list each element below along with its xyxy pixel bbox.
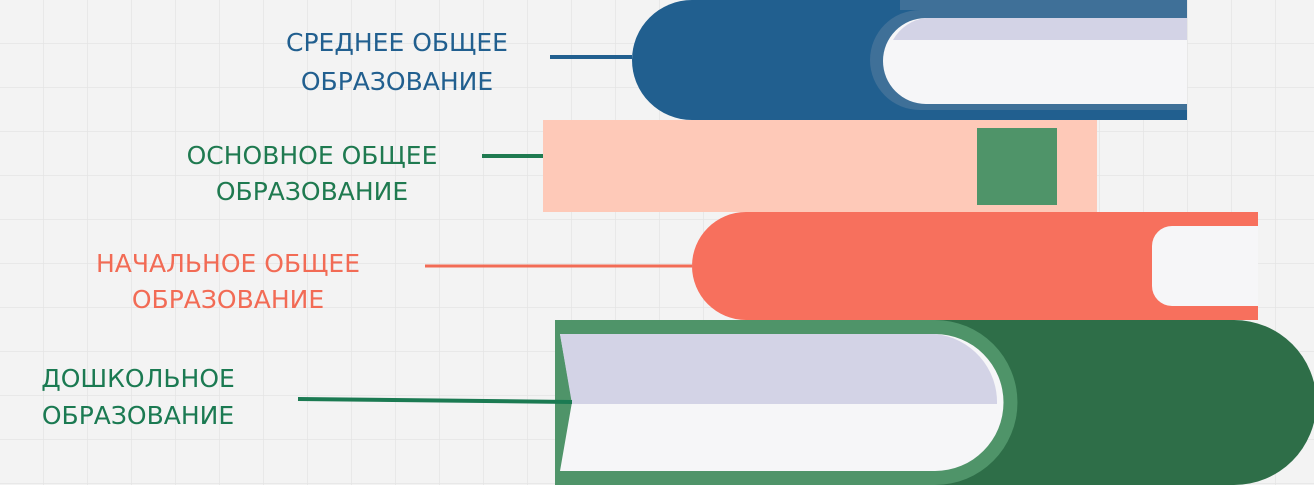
label-line: ОБРАЗОВАНИЕ — [132, 285, 324, 314]
label-line: ОСНОВНОЕ ОБЩЕЕ — [187, 141, 438, 170]
label-line: ОБРАЗОВАНИЕ — [216, 177, 408, 206]
label-line: ОБРАЗОВАНИЕ — [42, 401, 234, 430]
label-line: НАЧАЛЬНОЕ ОБЩЕЕ — [96, 249, 360, 278]
page: СРЕДНЕЕ ОБЩЕЕ ОБРАЗОВАНИЕ ОСНОВНОЕ ОБЩЕЕ… — [0, 0, 1314, 485]
book-second — [543, 120, 1097, 212]
diagram: СРЕДНЕЕ ОБЩЕЕ ОБРАЗОВАНИЕ ОСНОВНОЕ ОБЩЕЕ… — [0, 0, 1314, 485]
label-line: ДОШКОЛЬНОЕ — [41, 364, 235, 393]
book-third — [692, 212, 1258, 320]
label-line: СРЕДНЕЕ ОБЩЕЕ — [286, 28, 508, 57]
label-line: ОБРАЗОВАНИЕ — [301, 67, 493, 96]
book-bottom — [555, 320, 1314, 485]
book-top — [632, 0, 1187, 120]
